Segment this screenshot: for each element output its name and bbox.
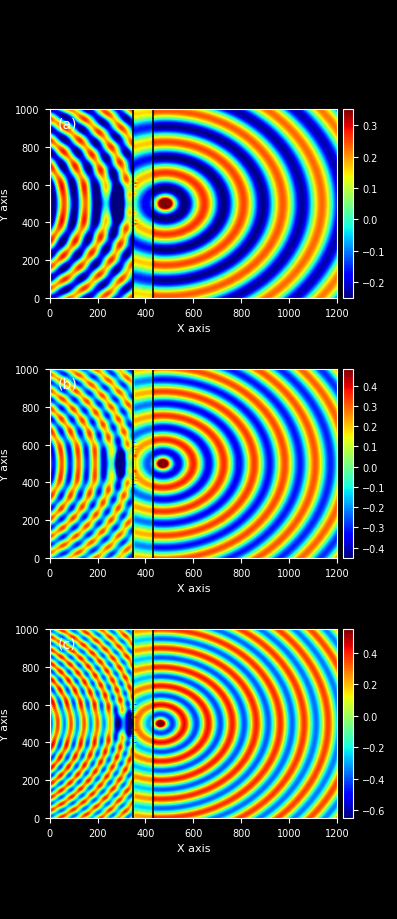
Y-axis label: Y axis: Y axis: [0, 708, 10, 740]
Text: (a): (a): [58, 118, 78, 131]
Text: (c): (c): [58, 637, 77, 652]
Y-axis label: Y axis: Y axis: [0, 448, 10, 481]
X-axis label: X axis: X axis: [177, 843, 210, 853]
Text: (b): (b): [58, 378, 78, 391]
Y-axis label: Y axis: Y axis: [0, 188, 10, 221]
X-axis label: X axis: X axis: [177, 323, 210, 334]
X-axis label: X axis: X axis: [177, 584, 210, 594]
